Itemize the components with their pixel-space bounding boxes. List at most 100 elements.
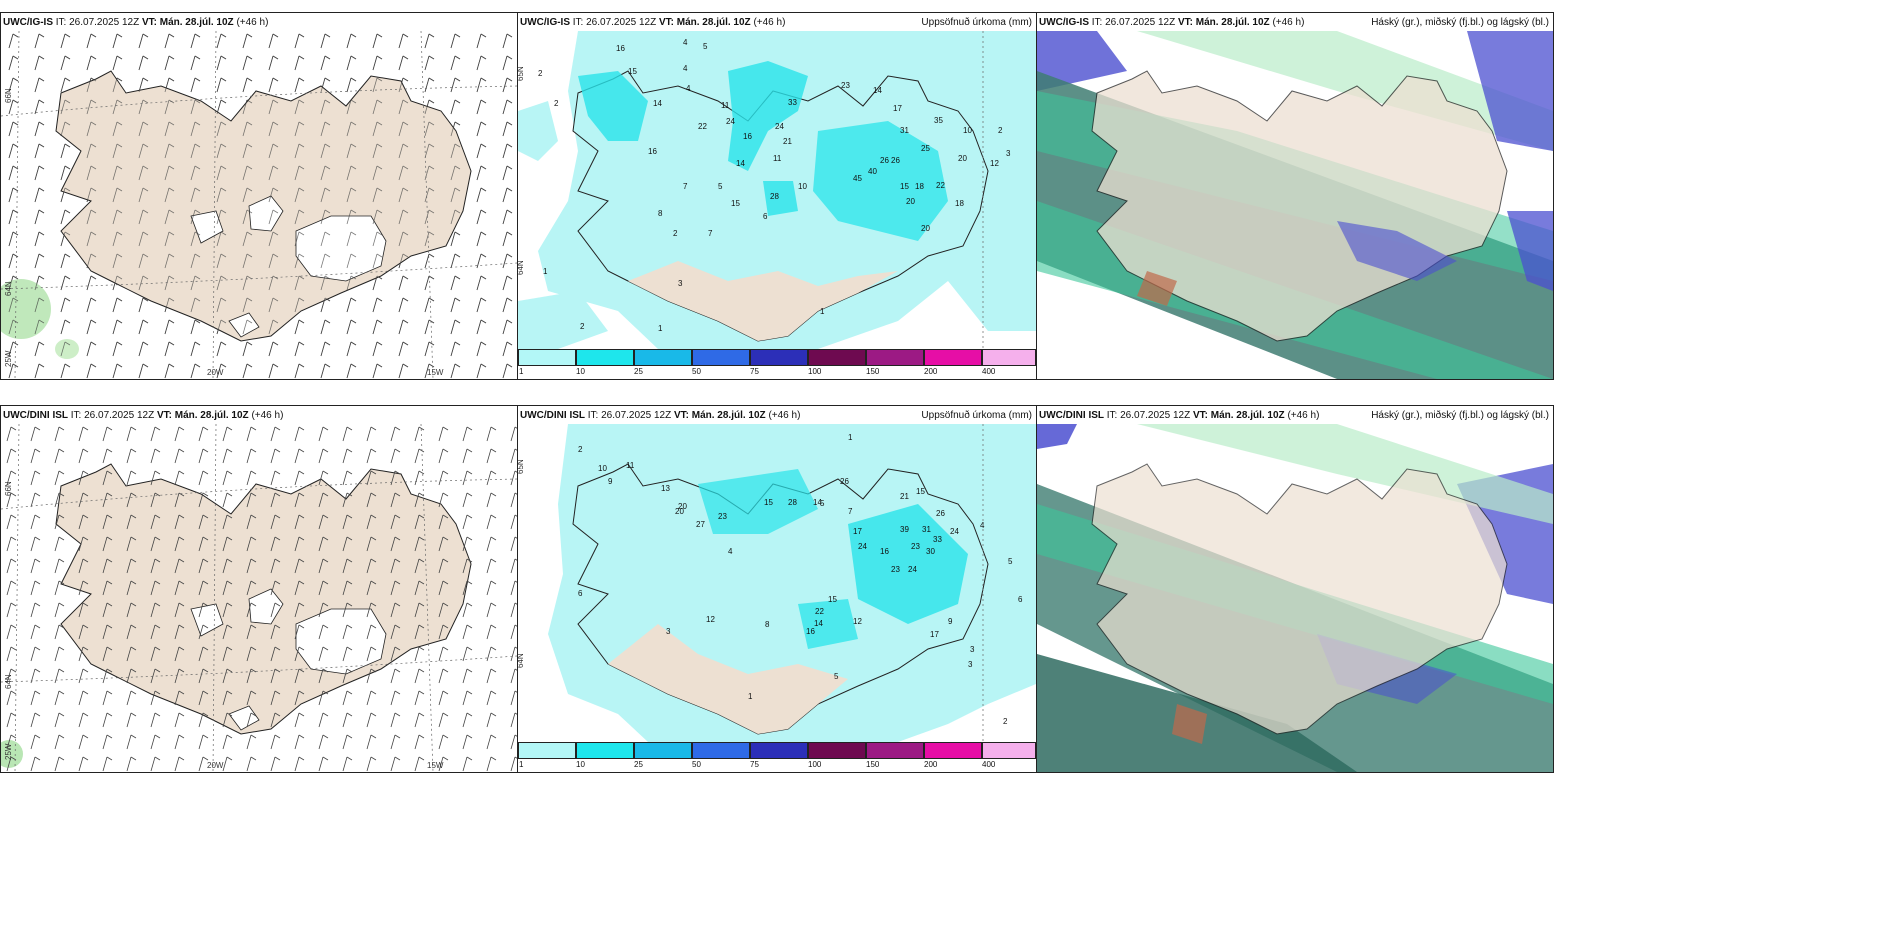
svg-text:5: 5 <box>703 42 708 51</box>
svg-text:24: 24 <box>775 122 784 131</box>
cloud-title: Háský (gr.), miðský (fj.bl.) og lágský (… <box>1371 17 1549 28</box>
wind-map <box>1 31 517 379</box>
svg-text:7: 7 <box>708 229 713 238</box>
svg-text:12: 12 <box>706 615 715 624</box>
svg-text:3: 3 <box>970 645 975 654</box>
iceland-landmass <box>1091 463 1508 735</box>
svg-text:6: 6 <box>1018 595 1023 604</box>
colorbar-tick: 400 <box>982 760 996 769</box>
svg-text:25: 25 <box>921 144 930 153</box>
lon-label-20w: 20W <box>207 761 224 770</box>
svg-text:2: 2 <box>673 229 678 238</box>
svg-text:20: 20 <box>906 197 915 206</box>
lon-label-15w: 15W <box>427 761 444 770</box>
svg-text:21: 21 <box>900 492 909 501</box>
colorbar-tick: 150 <box>866 760 880 769</box>
svg-text:22: 22 <box>936 181 945 190</box>
svg-text:2: 2 <box>578 445 583 454</box>
precip-title: Uppsöfnuð úrkoma (mm) <box>921 410 1032 421</box>
colorbar-seg-5 <box>750 742 808 759</box>
colorbar-seg-1 <box>518 349 576 366</box>
cloud-panel-igis: UWC/IG-IS IT: 26.07.2025 12Z VT: Mán. 28… <box>1036 12 1554 380</box>
svg-text:2: 2 <box>1003 717 1008 726</box>
svg-text:23: 23 <box>911 542 920 551</box>
lat-label-64n-right: 64N <box>517 260 525 275</box>
svg-text:15: 15 <box>916 487 925 496</box>
colorbar-tick: 75 <box>750 367 759 376</box>
colorbar-seg-7 <box>866 742 924 759</box>
svg-text:22: 22 <box>815 607 824 616</box>
svg-text:27: 27 <box>696 520 705 529</box>
svg-text:21: 21 <box>783 137 792 146</box>
svg-text:40: 40 <box>868 167 877 176</box>
svg-text:22: 22 <box>698 122 707 131</box>
svg-text:14: 14 <box>814 619 823 628</box>
colorbar-tick: 1 <box>519 760 524 769</box>
colorbar-tick: 25 <box>634 367 643 376</box>
svg-text:4: 4 <box>683 64 688 73</box>
svg-text:2: 2 <box>554 99 559 108</box>
precip-values-top: 16 4 5 2 2 4 15 4 14 11 24 33 23 14 17 3… <box>538 38 1011 333</box>
precip-colorbar: 1 10 25 50 75 100 150 200 400 <box>518 349 1036 379</box>
svg-text:1: 1 <box>848 433 853 442</box>
panel-header: UWC/DINI ISL IT: 26.07.2025 12Z VT: Mán.… <box>520 410 801 421</box>
svg-text:24: 24 <box>908 565 917 574</box>
colorbar-seg-3 <box>634 742 692 759</box>
svg-text:23: 23 <box>891 565 900 574</box>
precip-map: 1 10 11 13 20 27 23 28 15 14 26 21 15 26… <box>518 424 1036 742</box>
wind-map-svg <box>1 424 517 772</box>
svg-text:16: 16 <box>616 44 625 53</box>
svg-text:4: 4 <box>980 521 985 530</box>
lon-label-25w: 25W <box>4 743 13 760</box>
colorbar-tick: 25 <box>634 760 643 769</box>
svg-text:16: 16 <box>648 147 657 156</box>
lon-label-20w: 20W <box>207 368 224 377</box>
panel-header: UWC/IG-IS IT: 26.07.2025 12Z VT: Mán. 28… <box>3 17 269 28</box>
svg-text:5: 5 <box>718 182 723 191</box>
svg-text:35: 35 <box>934 116 943 125</box>
svg-text:2: 2 <box>538 69 543 78</box>
svg-text:3: 3 <box>1006 149 1011 158</box>
colorbar-seg-6 <box>808 742 866 759</box>
svg-text:7: 7 <box>848 507 853 516</box>
svg-text:33: 33 <box>788 98 797 107</box>
svg-text:18: 18 <box>955 199 964 208</box>
svg-text:16: 16 <box>806 627 815 636</box>
colorbar-seg-6 <box>808 349 866 366</box>
svg-text:12: 12 <box>990 159 999 168</box>
svg-text:5: 5 <box>834 672 839 681</box>
svg-text:3: 3 <box>968 660 973 669</box>
svg-text:20: 20 <box>921 224 930 233</box>
wind-panel-dini: UWC/DINI ISL IT: 26.07.2025 12Z VT: Mán.… <box>0 405 518 773</box>
wind-panel-igis: UWC/IG-IS IT: 26.07.2025 12Z VT: Mán. 28… <box>0 12 518 380</box>
svg-text:2: 2 <box>998 126 1003 135</box>
svg-text:24: 24 <box>858 542 867 551</box>
colorbar-tick: 50 <box>692 367 701 376</box>
svg-text:7: 7 <box>683 182 688 191</box>
panel-header: UWC/DINI ISL IT: 26.07.2025 12Z VT: Mán.… <box>3 410 284 421</box>
colorbar-tick: 50 <box>692 760 701 769</box>
precip-values-bottom: 1 10 11 13 20 27 23 28 15 14 26 21 15 26… <box>578 433 1023 726</box>
svg-text:45: 45 <box>853 174 862 183</box>
cloud-panel-dini: UWC/DINI ISL IT: 26.07.2025 12Z VT: Mán.… <box>1036 405 1554 773</box>
svg-text:14: 14 <box>653 99 662 108</box>
svg-text:11: 11 <box>773 154 782 163</box>
svg-text:8: 8 <box>765 620 770 629</box>
panel-header: UWC/IG-IS IT: 26.07.2025 12Z VT: Mán. 28… <box>520 17 786 28</box>
lat-label-64n-right: 64N <box>517 653 525 668</box>
svg-text:15: 15 <box>731 199 740 208</box>
svg-text:10: 10 <box>798 182 807 191</box>
svg-text:4: 4 <box>728 547 733 556</box>
svg-text:2: 2 <box>580 322 585 331</box>
svg-text:23: 23 <box>841 81 850 90</box>
svg-text:31: 31 <box>900 126 909 135</box>
colorbar-seg-9 <box>982 349 1036 366</box>
colorbar-seg-3 <box>634 349 692 366</box>
panel-header: UWC/DINI ISL IT: 26.07.2025 12Z VT: Mán.… <box>1039 410 1320 421</box>
colorbar-tick: 200 <box>924 760 938 769</box>
colorbar-tick: 10 <box>576 760 585 769</box>
svg-text:8: 8 <box>658 209 663 218</box>
svg-text:20: 20 <box>675 507 684 516</box>
svg-text:5: 5 <box>820 499 825 508</box>
svg-text:33: 33 <box>933 535 942 544</box>
